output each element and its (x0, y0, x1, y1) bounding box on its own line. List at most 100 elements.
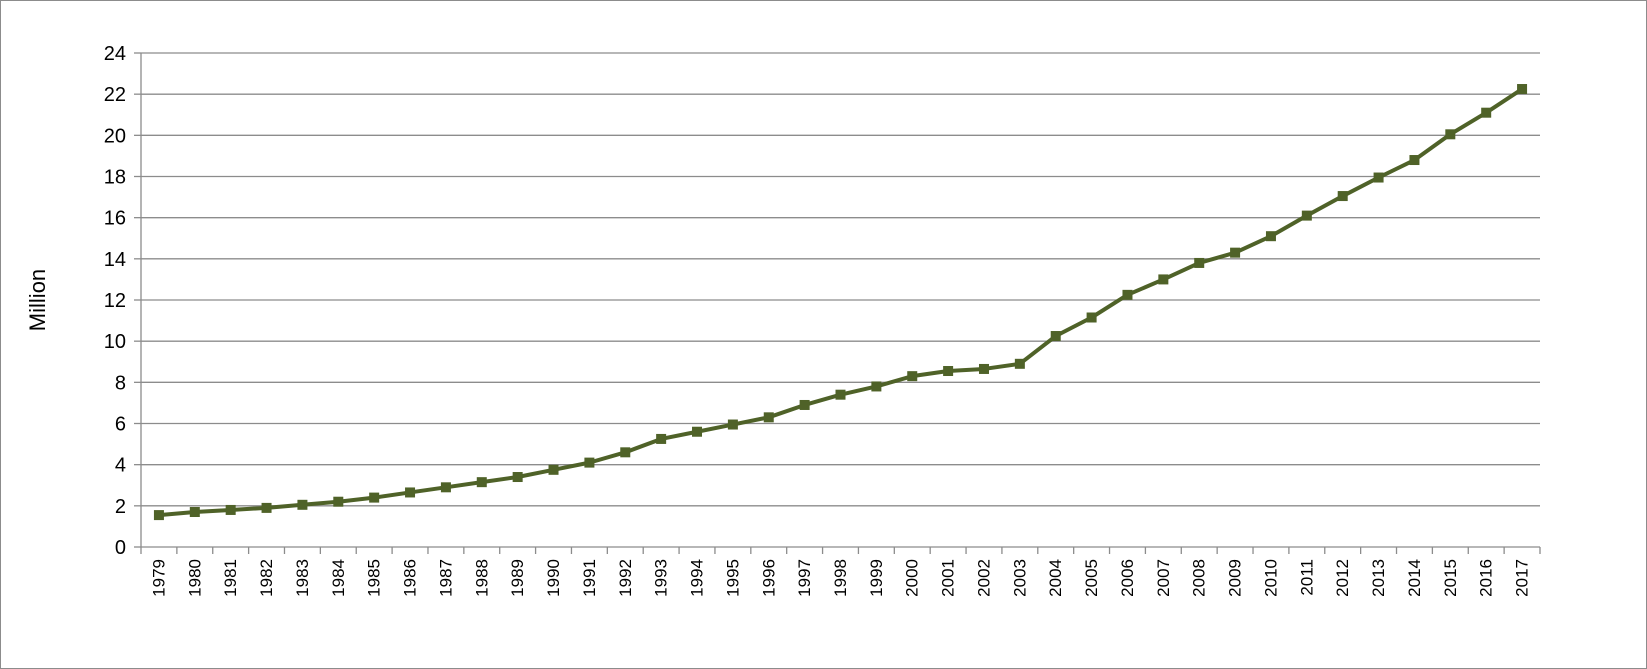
x-tick-label: 2003 (1010, 559, 1029, 597)
data-point-marker (1122, 289, 1133, 300)
y-tick-label: 4 (115, 455, 126, 477)
x-tick-label: 2015 (1441, 559, 1460, 597)
y-tick-label: 24 (104, 43, 126, 65)
x-tick-label: 2010 (1261, 559, 1280, 597)
x-tick-label: 1993 (652, 559, 671, 597)
data-point-marker (763, 412, 774, 423)
y-tick-label: 18 (104, 167, 126, 189)
x-tick-label: 1983 (293, 559, 312, 597)
data-point-marker (225, 504, 236, 515)
y-tick-label: 0 (115, 537, 126, 559)
x-tick-label: 2008 (1190, 559, 1209, 597)
x-tick-label: 1999 (867, 559, 886, 597)
data-point-marker (261, 502, 272, 513)
x-tick-label: 1991 (580, 559, 599, 597)
x-tick-label: 2011 (1297, 559, 1316, 596)
y-tick-label: 22 (104, 84, 126, 106)
data-point-marker (584, 457, 595, 468)
series-line (156, 87, 1525, 518)
x-tick-label: 1985 (365, 559, 384, 597)
y-tick-label: 8 (115, 372, 126, 394)
y-axis-title: Million (25, 269, 50, 331)
data-point-marker (153, 510, 164, 521)
x-tick-label: 1997 (795, 559, 814, 597)
data-point-marker (333, 496, 344, 507)
x-tick-label: 2017 (1513, 559, 1532, 597)
x-tick-label: 1992 (616, 559, 635, 597)
data-point-marker (1265, 231, 1276, 242)
data-point-marker (1014, 358, 1025, 369)
y-tick-label: 20 (104, 125, 126, 147)
data-point-marker (1086, 312, 1097, 323)
x-tick-label: 2001 (939, 559, 958, 597)
data-point-marker (1409, 155, 1420, 166)
data-point-marker (1445, 129, 1456, 140)
gridlines (141, 52, 1540, 507)
data-point-marker (1050, 331, 1061, 342)
data-point-marker (656, 433, 667, 444)
data-point-marker (835, 389, 846, 400)
data-point-marker (1194, 257, 1205, 268)
data-point-marker (727, 419, 738, 430)
x-tick-label: 2004 (1046, 559, 1065, 597)
data-point-marker (1373, 172, 1384, 183)
data-point-marker (369, 492, 380, 503)
x-tick-label: 1980 (185, 559, 204, 597)
y-tick-label: 16 (104, 208, 126, 230)
x-tick-label: 1979 (149, 559, 168, 597)
data-point-marker (548, 464, 559, 475)
data-point-marker (1230, 247, 1241, 258)
x-tick-label: 1987 (436, 559, 455, 597)
x-axis-tick-labels: 1979 1980 1981 1982 1983 1984 1985 1986 1987 1988… (149, 559, 1531, 597)
x-tick-label: 1995 (723, 559, 742, 597)
x-tick-label: 1994 (688, 559, 707, 597)
x-tick-label: 2005 (1082, 559, 1101, 597)
y-tick-label: 10 (104, 331, 126, 353)
x-tick-label: 1988 (472, 559, 491, 597)
y-tick-label: 6 (115, 414, 126, 436)
x-tick-label: 1990 (544, 559, 563, 597)
series-group (153, 84, 1528, 521)
x-tick-label: 2000 (903, 559, 922, 597)
data-point-marker (1517, 84, 1528, 95)
data-point-marker (978, 363, 989, 374)
data-point-marker (1301, 210, 1312, 221)
data-point-marker (297, 499, 308, 510)
x-tick-label: 2014 (1405, 559, 1424, 597)
x-tick-label: 2016 (1477, 559, 1496, 597)
data-point-marker (1481, 107, 1492, 118)
x-tick-label: 2009 (1226, 559, 1245, 597)
x-tick-label: 1998 (831, 559, 850, 597)
y-tick-label: 14 (104, 249, 126, 271)
x-tick-label: 2006 (1118, 559, 1137, 597)
data-point-marker (907, 371, 918, 382)
x-tick-label: 2012 (1333, 559, 1352, 597)
x-tick-label: 2007 (1154, 559, 1173, 597)
y-tick-label: 12 (104, 290, 126, 312)
data-point-marker (1158, 274, 1169, 285)
data-point-marker (799, 399, 810, 410)
data-point-marker (189, 507, 200, 518)
x-tick-label: 1996 (759, 559, 778, 597)
data-point-marker (512, 472, 523, 483)
data-point-marker (943, 366, 954, 377)
x-tick-label: 1981 (221, 559, 240, 597)
data-point-marker (440, 482, 451, 493)
data-point-marker (620, 447, 631, 458)
x-tick-label: 1982 (257, 559, 276, 597)
x-tick-label: 1984 (329, 559, 348, 597)
data-point-marker (405, 487, 416, 498)
data-point-marker (476, 477, 487, 488)
x-tick-label: 2002 (974, 559, 993, 597)
data-point-marker (1337, 191, 1348, 202)
data-point-marker (871, 381, 882, 392)
x-tick-label: 2013 (1369, 559, 1388, 597)
data-point-marker (692, 426, 703, 437)
x-tick-label: 1989 (508, 559, 527, 597)
x-tick-label: 1986 (401, 559, 420, 597)
y-tick-label: 2 (115, 496, 126, 518)
axes (134, 52, 1541, 554)
